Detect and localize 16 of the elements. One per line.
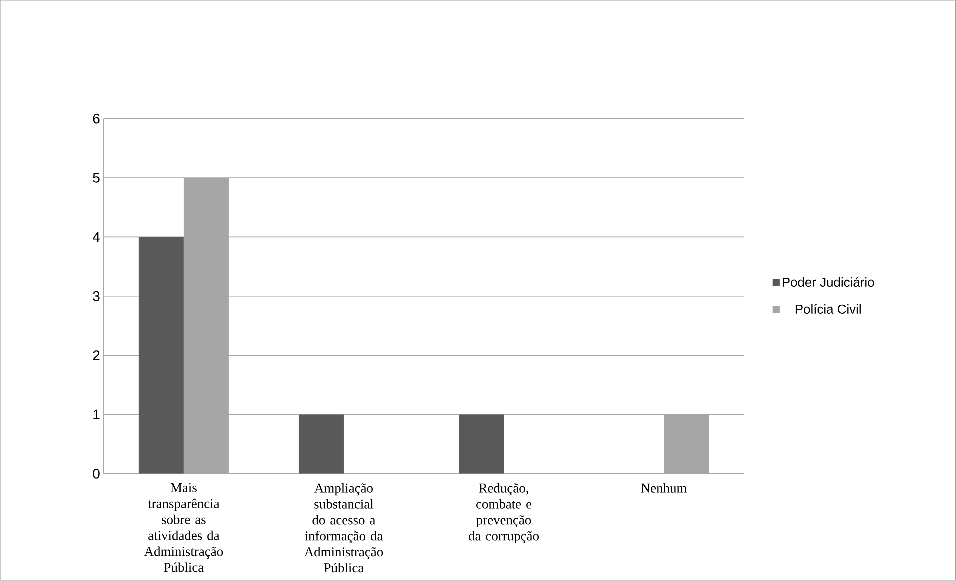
y-tick-label: 5 [93,173,100,183]
y-tick-label: 1 [94,410,100,420]
legend-label: Polícia Civil [796,304,861,314]
y-tick-label: 4 [92,232,100,242]
x-tick-label: Mais transparência sobre as atividades da Administração Pública [144,483,224,572]
legend-label: Poder Judiciário [782,277,874,288]
bar [298,414,344,474]
y-tick-label: 2 [93,350,100,360]
x-tick-label: Nenhum [641,483,687,493]
x-tick-label: Ampliação substancial do acesso a informação da Administração Pública [304,483,384,573]
y-tick-label: 0 [93,468,100,479]
bar [459,414,504,474]
y-tick-label: 3 [93,291,100,302]
bar [138,237,184,474]
x-tick-label: Redução, combate e prevenção da corrupção [469,483,539,544]
y-tick-label: 6 [93,114,100,124]
